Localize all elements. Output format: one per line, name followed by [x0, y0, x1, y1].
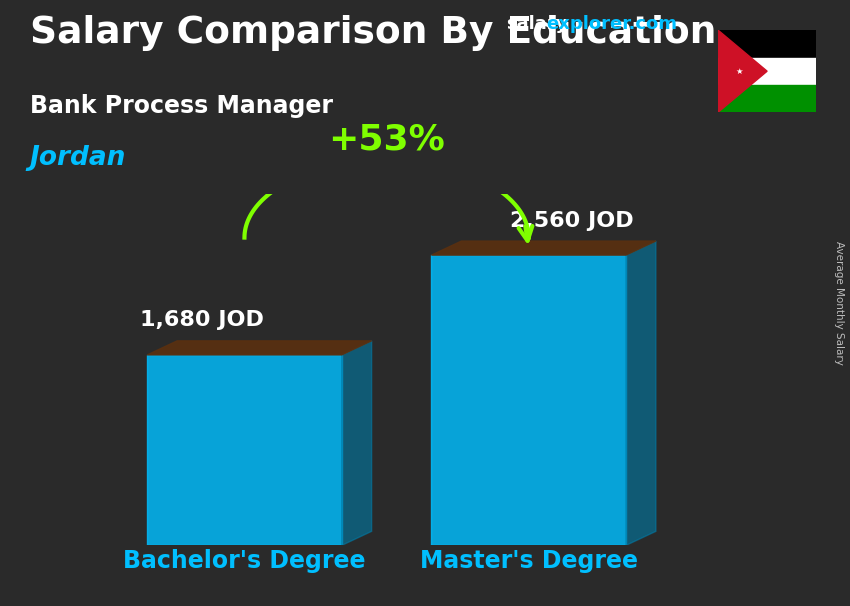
Polygon shape — [432, 241, 656, 255]
Text: Salary Comparison By Education: Salary Comparison By Education — [30, 15, 716, 51]
Text: salary: salary — [506, 15, 567, 33]
Text: explorer.com: explorer.com — [547, 15, 677, 33]
Polygon shape — [626, 241, 656, 545]
Text: Average Monthly Salary: Average Monthly Salary — [834, 241, 844, 365]
Text: 1,680 JOD: 1,680 JOD — [139, 310, 264, 330]
Polygon shape — [147, 341, 371, 355]
Text: 2,560 JOD: 2,560 JOD — [510, 210, 633, 230]
Text: Bachelor's Degree: Bachelor's Degree — [123, 548, 366, 573]
Bar — [718, 85, 816, 112]
Polygon shape — [432, 255, 626, 545]
Text: Jordan: Jordan — [30, 145, 126, 171]
Text: Bank Process Manager: Bank Process Manager — [30, 94, 332, 118]
Polygon shape — [147, 355, 342, 545]
Bar — [718, 58, 816, 85]
Text: +53%: +53% — [328, 123, 445, 157]
Text: Master's Degree: Master's Degree — [420, 548, 638, 573]
Polygon shape — [718, 30, 767, 112]
Bar — [718, 30, 816, 58]
Polygon shape — [342, 341, 371, 545]
Text: ★: ★ — [736, 67, 743, 76]
